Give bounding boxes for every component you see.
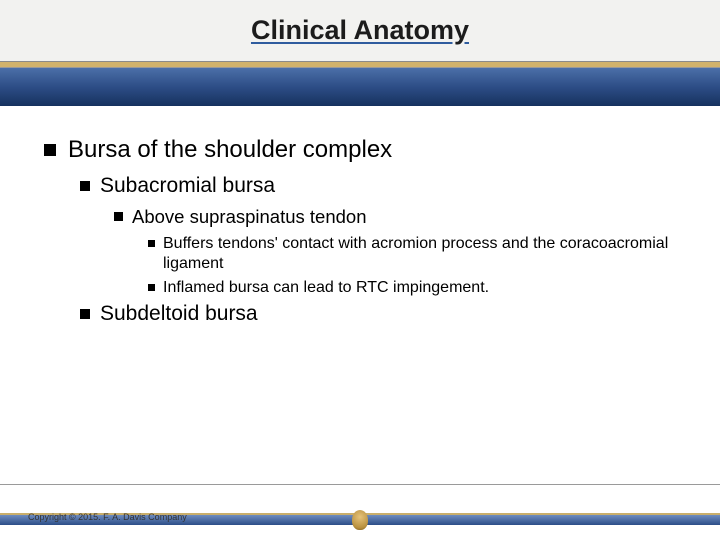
footer-rule: [0, 484, 720, 485]
slide-content: Bursa of the shoulder complex Subacromia…: [0, 108, 720, 326]
title-region: Clinical Anatomy: [0, 0, 720, 62]
slide-title: Clinical Anatomy: [251, 15, 469, 46]
bullet-level-2: Subacromial bursa: [80, 174, 692, 198]
slide-header: Clinical Anatomy: [0, 0, 720, 108]
square-bullet-icon: [80, 181, 90, 191]
slide-footer: Copyright © 2015. F. A. Davis Company: [0, 484, 720, 540]
bullet-text: Subdeltoid bursa: [100, 302, 258, 326]
square-bullet-icon: [44, 144, 56, 156]
bullet-level-4: Inflamed bursa can lead to RTC impingeme…: [148, 278, 692, 298]
copyright-text: Copyright © 2015. F. A. Davis Company: [28, 512, 187, 522]
globe-icon: [352, 510, 368, 530]
square-bullet-icon: [148, 240, 155, 247]
square-bullet-icon: [80, 309, 90, 319]
bullet-text: Bursa of the shoulder complex: [68, 136, 392, 164]
bullet-level-3: Above supraspinatus tendon: [114, 206, 692, 228]
bullet-text: Subacromial bursa: [100, 174, 275, 198]
bullet-text: Buffers tendons' contact with acromion p…: [163, 234, 692, 274]
blue-band: [0, 68, 720, 106]
bullet-level-1: Bursa of the shoulder complex: [44, 136, 692, 164]
square-bullet-icon: [148, 284, 155, 291]
square-bullet-icon: [114, 212, 123, 221]
bullet-text: Inflamed bursa can lead to RTC impingeme…: [163, 278, 489, 298]
bullet-level-2: Subdeltoid bursa: [80, 302, 692, 326]
bullet-level-4: Buffers tendons' contact with acromion p…: [148, 234, 692, 274]
bullet-text: Above supraspinatus tendon: [132, 206, 367, 228]
